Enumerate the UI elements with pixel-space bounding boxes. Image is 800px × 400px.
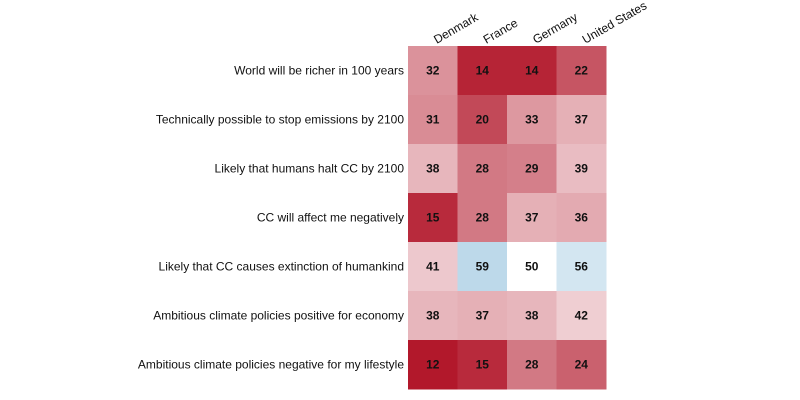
cell-value-label: 32 [426,64,440,78]
heatmap-cell [556,291,607,341]
heatmap-cell [556,242,607,292]
cell-value-label: 56 [575,260,589,274]
heatmap-cell [457,242,508,292]
row-label: Technically possible to stop emissions b… [156,113,404,127]
cell-value-label: 39 [575,162,589,176]
heatmap-cell [507,144,557,194]
heatmap-cell [507,95,557,145]
row-label: Ambitious climate policies positive for … [153,309,404,323]
heatmap-cell [556,95,607,145]
heatmap-cell [457,95,508,145]
cell-value-label: 14 [525,64,539,78]
cell-value-label: 36 [575,211,589,225]
cell-value-label: 15 [476,358,490,372]
cell-value-label: 33 [525,113,539,127]
column-label: United States [580,0,649,47]
column-labels: Denmark France Germany United States [431,0,649,47]
cell-value-label: 50 [525,260,539,274]
heatmap-cell [457,291,508,341]
cell-value-label: 38 [525,309,539,323]
heatmap-cell [507,193,557,243]
heatmap-cell [408,291,458,341]
heatmap-cell [457,193,508,243]
heatmap-cell [556,46,607,96]
row-label: Likely that humans halt CC by 2100 [215,162,405,176]
cell-value-label: 28 [476,162,490,176]
heatmap-cell [507,291,557,341]
cell-value-label: 42 [575,309,589,323]
heatmap-cell [408,340,458,390]
row-labels: World will be richer in 100 years Technic… [138,64,404,372]
cell-value-label: 14 [476,64,490,78]
cell-value-label: 20 [476,113,490,127]
cell-value-label: 31 [426,113,440,127]
heatmap-cell [507,46,557,96]
row-label: Likely that CC causes extinction of huma… [159,260,404,274]
heatmap-cell [457,144,508,194]
heatmap-cell [408,46,458,96]
heatmap-cells: 32 14 14 22 31 20 33 37 38 28 29 39 15 28 37 36 41 59 50 56… [408,46,607,390]
cell-value-label: 29 [525,162,539,176]
row-label: Ambitious climate policies negative for … [138,358,404,372]
heatmap-cell [408,193,458,243]
cell-value-label: 38 [426,162,440,176]
heatmap-cell [408,144,458,194]
heatmap-cell [556,340,607,390]
heatmap-cell [507,340,557,390]
row-label: World will be richer in 100 years [234,64,404,78]
cell-value-label: 24 [575,358,589,372]
column-label: Denmark [431,10,481,47]
cell-value-label: 22 [575,64,589,78]
heatmap-cell [408,242,458,292]
cell-value-label: 37 [525,211,539,225]
cell-value-label: 28 [476,211,490,225]
heatmap-cell [457,46,508,96]
column-label: Germany [530,10,580,47]
cell-value-label: 12 [426,358,440,372]
cell-value-label: 37 [575,113,589,127]
cell-value-label: 38 [426,309,440,323]
heatmap-cell [556,193,607,243]
row-label: CC will affect me negatively [257,211,404,225]
cell-value-label: 59 [476,260,490,274]
column-label: France [481,16,521,47]
heatmap-cell [457,340,508,390]
heatmap-cell [408,95,458,145]
cell-value-label: 37 [476,309,490,323]
heatmap-cell [556,144,607,194]
heatmap-cell [507,242,557,292]
cell-value-label: 28 [525,358,539,372]
cell-value-label: 41 [426,260,440,274]
cell-value-label: 15 [426,211,440,225]
